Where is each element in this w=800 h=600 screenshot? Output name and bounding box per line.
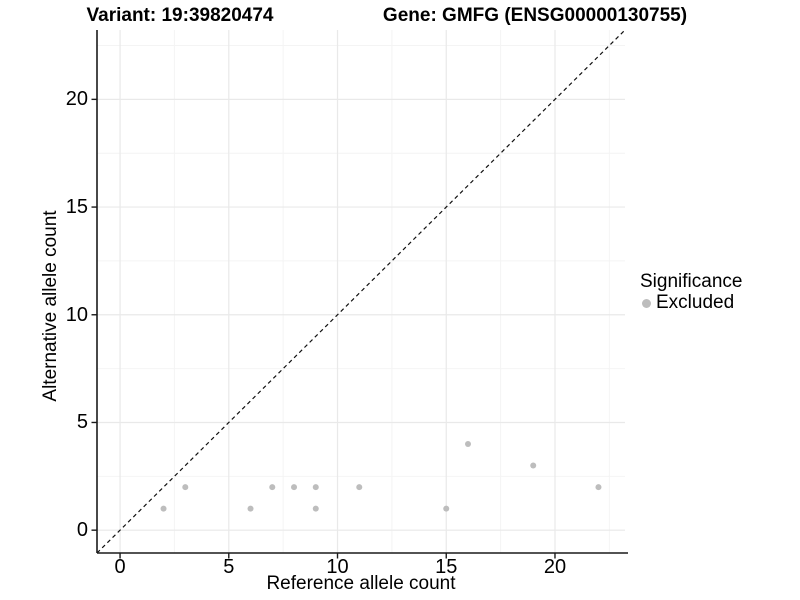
legend-item-excluded: Excluded	[638, 292, 742, 313]
data-point	[312, 505, 319, 512]
data-point	[269, 484, 276, 491]
y-tick-label: 20	[65, 88, 88, 111]
legend-item-label: Excluded	[656, 292, 735, 313]
y-axis-title: Alternative allele count	[40, 210, 61, 402]
y-tick-label: 0	[76, 519, 88, 542]
data-point	[291, 484, 298, 491]
data-point	[595, 484, 602, 491]
x-tick-label: 20	[543, 556, 567, 578]
gene-title: Gene: GMFG (ENSG00000130755)	[382, 5, 688, 26]
identity-line	[96, 29, 626, 554]
scatter-plot-panel	[91, 29, 628, 559]
legend-title: Significance	[640, 271, 743, 292]
x-tick-label: 0	[114, 556, 126, 578]
y-tick-label: 15	[65, 196, 88, 219]
x-tick-label: 10	[326, 556, 349, 578]
y-tick-label: 5	[76, 411, 88, 434]
data-point	[464, 441, 471, 448]
data-point	[247, 505, 254, 512]
data-point	[356, 484, 363, 491]
data-point	[443, 505, 450, 512]
x-tick-label: 5	[223, 556, 235, 578]
legend-point-icon	[642, 298, 651, 308]
data-point	[182, 484, 189, 491]
data-point	[160, 505, 167, 512]
variant-title: Variant: 19:39820474	[86, 5, 274, 26]
legend: Significance Excluded	[638, 271, 743, 313]
y-tick-label: 10	[65, 303, 88, 326]
data-point	[530, 462, 537, 469]
x-axis-title: Reference allele count	[266, 573, 456, 594]
data-point	[312, 484, 319, 491]
x-tick-label: 15	[435, 556, 458, 578]
